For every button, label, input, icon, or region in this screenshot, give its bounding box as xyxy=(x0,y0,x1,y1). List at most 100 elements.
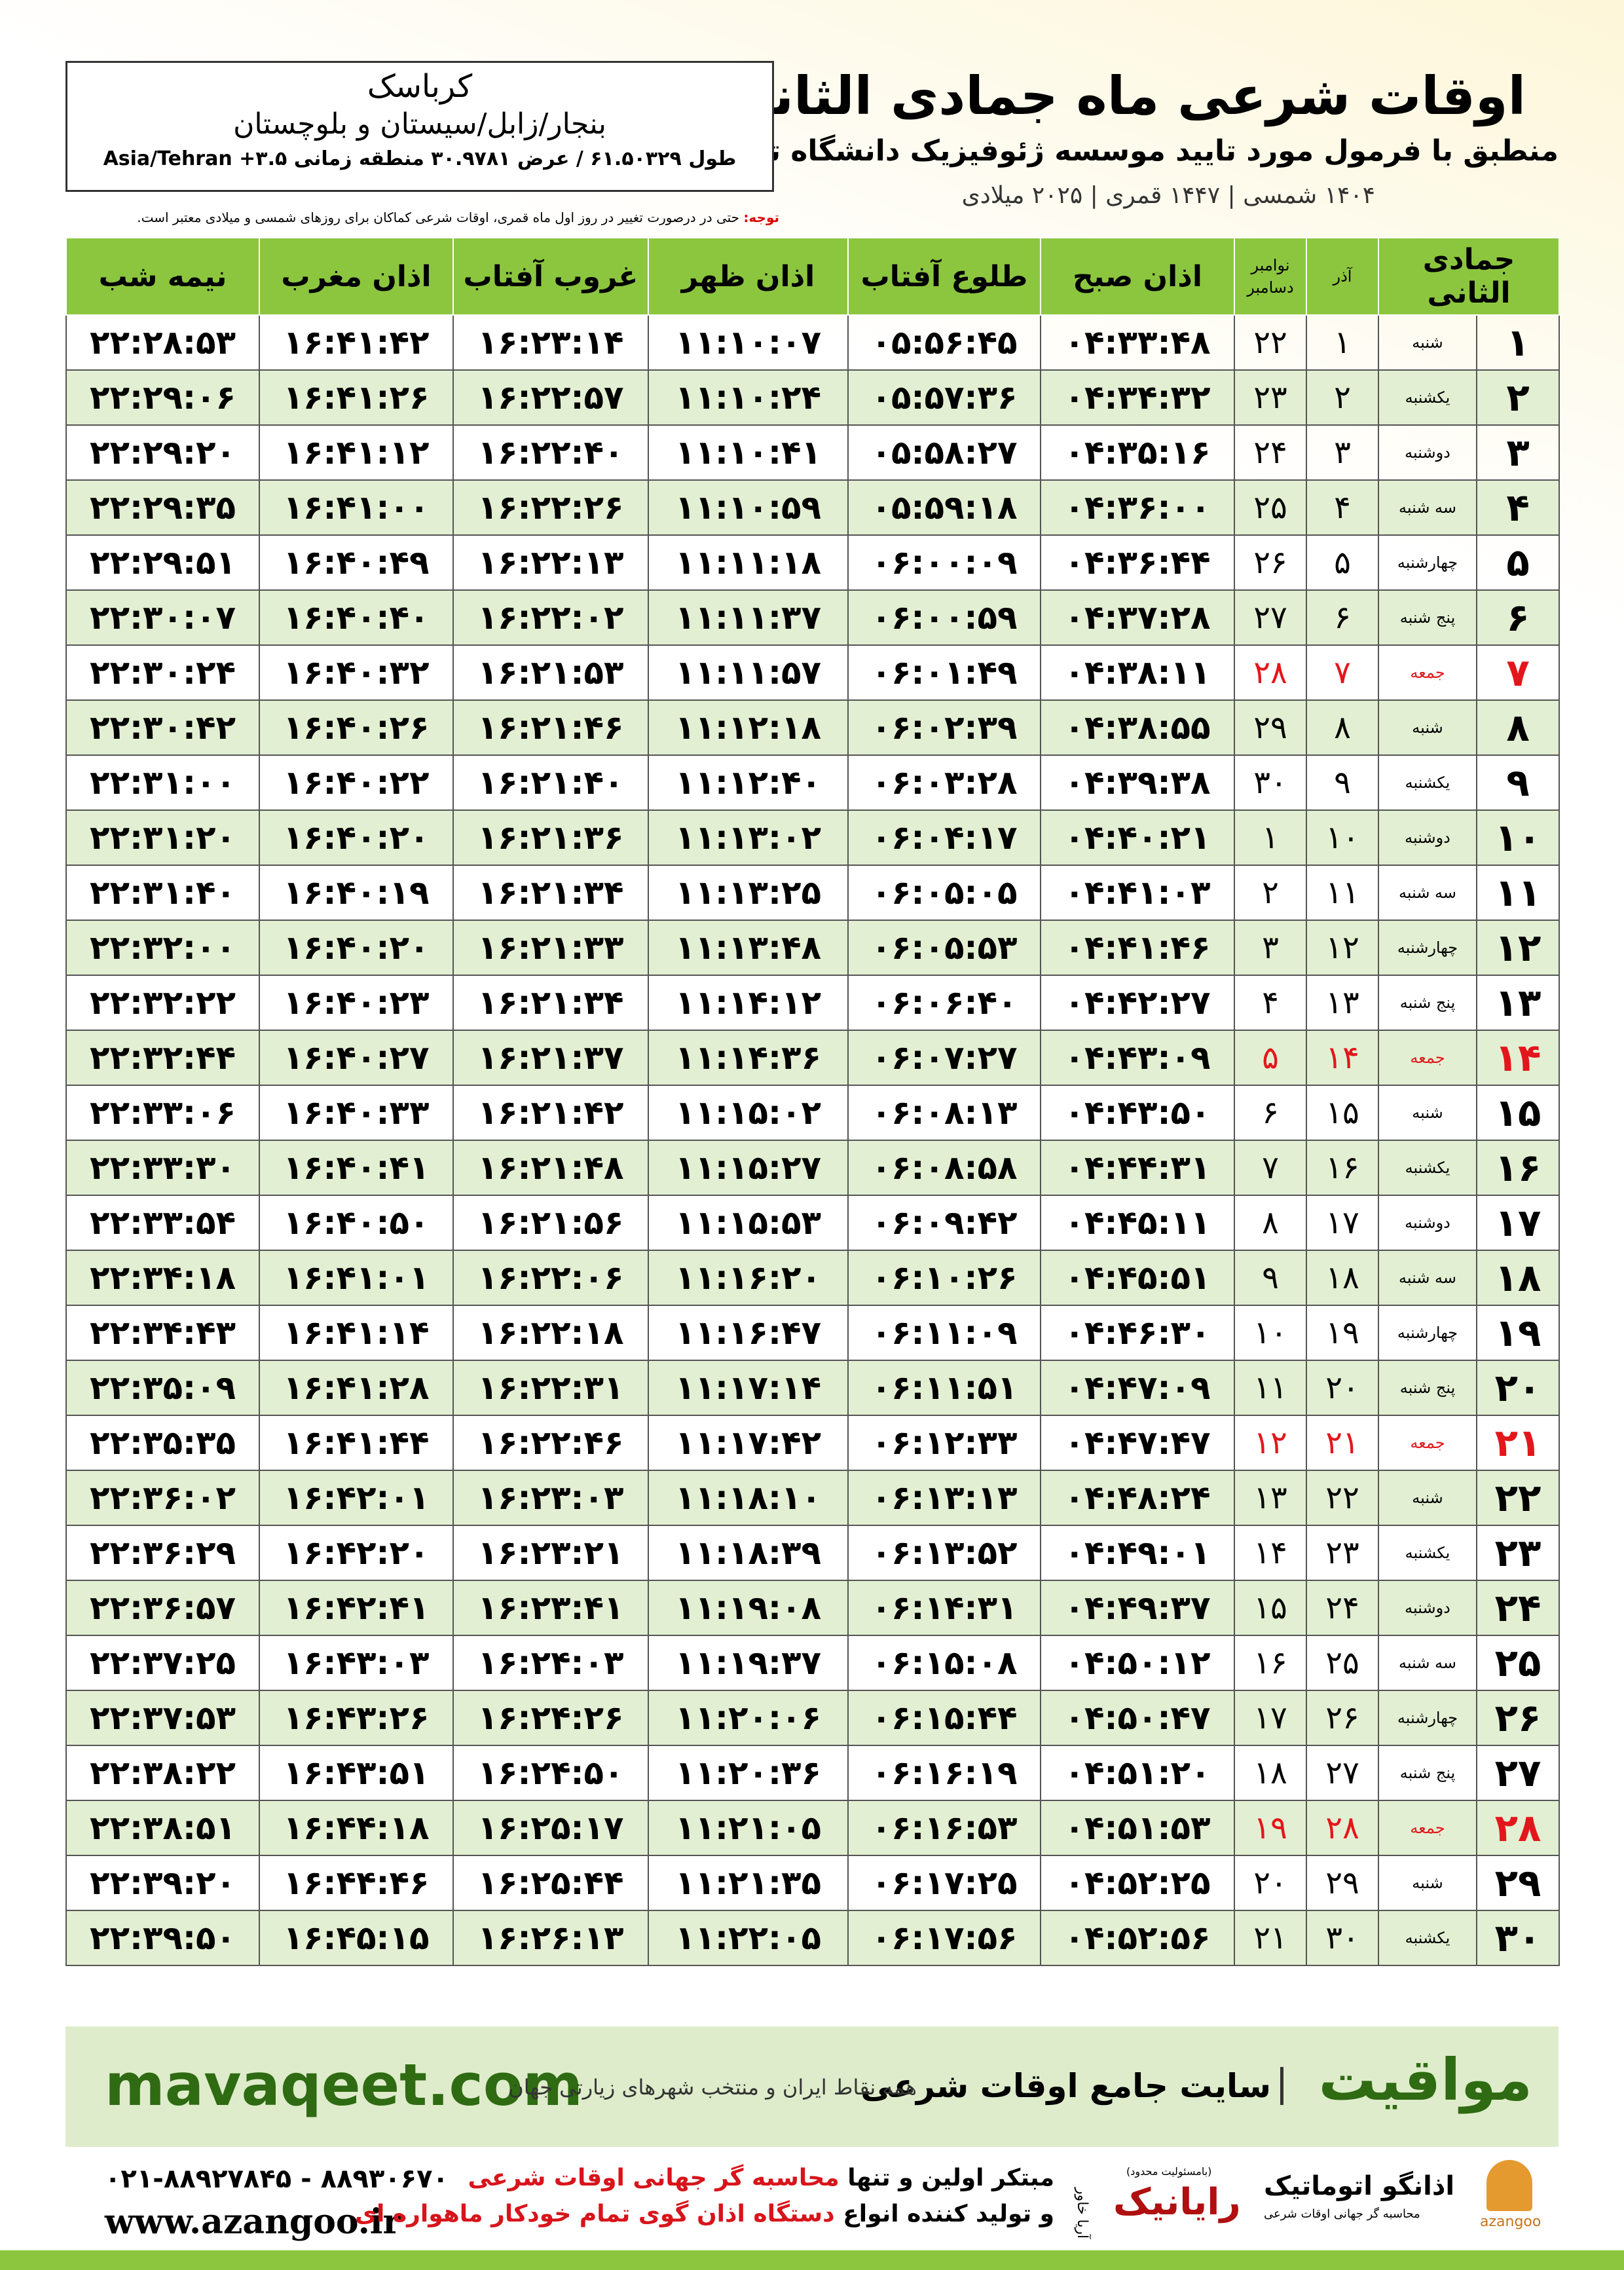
cell-time: ۱۱:۱۵:۰۲ xyxy=(648,1085,849,1141)
cell-time: ۰۶:۰۳:۲۸ xyxy=(847,754,1041,811)
cell-day: جمعه xyxy=(1377,1415,1478,1471)
cell-time: ۱۶:۲۱:۳۴ xyxy=(452,975,649,1031)
cell-day: دوشنبه xyxy=(1377,1580,1478,1636)
cell-time: ۰۶:۰۶:۴۰ xyxy=(847,975,1041,1031)
cell-day: چهارشنبه xyxy=(1377,1690,1478,1746)
cell-num: ۲۴ xyxy=(1306,1580,1379,1636)
cell-hijri: ۲۸ xyxy=(1476,1800,1560,1856)
cell-num: ۱۷ xyxy=(1234,1690,1307,1746)
cell-day: دوشنبه xyxy=(1377,1195,1478,1251)
cell-num: ۶ xyxy=(1234,1085,1307,1141)
cell-day: یکشنبه xyxy=(1377,369,1478,426)
cell-time: ۱۶:۴۰:۴۹ xyxy=(259,534,454,591)
cell-time: ۱۱:۲۰:۰۶ xyxy=(648,1690,849,1746)
logo-azangoo: اذانگو اتوماتیک xyxy=(1264,2171,1455,2201)
cell-time: ۱۶:۲۱:۵۳ xyxy=(452,644,649,701)
cell-time: ۰۶:۰۰:۰۹ xyxy=(847,534,1041,591)
cell-num: ۱۹ xyxy=(1306,1305,1379,1361)
cell-time: ۲۲:۲۸:۵۳ xyxy=(65,314,260,371)
cell-time: ۱۱:۱۳:۴۸ xyxy=(648,920,849,976)
cell-time: ۱۶:۲۳:۰۳ xyxy=(452,1470,649,1526)
cell-time: ۰۶:۰۴:۱۷ xyxy=(847,809,1041,866)
cell-day: جمعه xyxy=(1377,1800,1478,1856)
cell-time: ۰۶:۰۰:۵۹ xyxy=(847,589,1041,646)
cell-hijri: ۲۳ xyxy=(1476,1525,1560,1581)
cell-time: ۱۶:۲۱:۴۸ xyxy=(452,1140,649,1196)
cell-time: ۰۶:۱۷:۵۶ xyxy=(847,1910,1041,1966)
column-header: نوامبر دسامبر xyxy=(1234,237,1307,316)
cell-num: ۱۲ xyxy=(1234,1415,1307,1471)
cell-time: ۲۲:۳۲:۰۰ xyxy=(65,920,260,976)
cell-time: ۰۶:۱۷:۲۵ xyxy=(847,1855,1041,1911)
cell-time: ۱۱:۱۷:۴۲ xyxy=(648,1415,849,1471)
cell-day: جمعه xyxy=(1377,1030,1478,1086)
table-row: ۲۷ پنج شنبه ۲۷ ۱۸ ۰۴:۵۱:۲۰ ۰۶:۱۶:۱۹ ۱۱:۲۰:۳۶ ۱۶… xyxy=(65,1745,1560,1801)
table-row: ۲۰ پنج شنبه ۲۰ ۱۱ ۰۴:۴۷:۰۹ ۰۶:۱۱:۵۱ ۱۱:۱۷:۱۴ ۱۶… xyxy=(65,1360,1560,1416)
cell-time: ۱۶:۴۴:۱۸ xyxy=(259,1800,454,1856)
cell-time: ۰۴:۵۰:۱۲ xyxy=(1040,1635,1235,1691)
footer-band: mavaqeet.com مواقیت سایت جامع اوقات شرعی… xyxy=(65,2026,1559,2147)
cell-time: ۰۴:۴۰:۲۱ xyxy=(1040,809,1235,866)
cell-num: ۲۶ xyxy=(1234,534,1307,591)
cell-time: ۱۶:۲۲:۰۶ xyxy=(452,1250,649,1306)
cell-time: ۱۱:۲۲:۰۵ xyxy=(648,1910,849,1966)
cell-num: ۲۵ xyxy=(1306,1635,1379,1691)
cell-time: ۱۶:۲۲:۳۱ xyxy=(452,1360,649,1416)
cell-hijri: ۴ xyxy=(1476,479,1560,536)
cell-time: ۱۶:۲۱:۳۳ xyxy=(452,920,649,976)
cell-time: ۱۶:۲۱:۵۶ xyxy=(452,1195,649,1251)
cell-time: ۰۴:۴۱:۰۳ xyxy=(1040,865,1235,921)
cell-time: ۱۶:۴۰:۳۳ xyxy=(259,1085,454,1141)
promo-highlight: دستگاه اذان گوی تمام خودکار ماهواره ای xyxy=(355,2201,835,2227)
cell-time: ۰۴:۳۶:۰۰ xyxy=(1040,479,1235,536)
cell-time: ۲۲:۳۲:۴۴ xyxy=(65,1030,260,1086)
cell-time: ۰۴:۴۲:۲۷ xyxy=(1040,975,1235,1031)
cell-time: ۰۴:۴۷:۰۹ xyxy=(1040,1360,1235,1416)
cell-hijri: ۱۴ xyxy=(1476,1030,1560,1086)
table-row: ۲۴ دوشنبه ۲۴ ۱۵ ۰۴:۴۹:۳۷ ۰۶:۱۴:۳۱ ۱۱:۱۹:۰۸ ۱۶:۲… xyxy=(65,1580,1560,1636)
cell-num: ۲۳ xyxy=(1306,1525,1379,1581)
web-url[interactable]: www.azangoo.ir xyxy=(105,2202,401,2242)
cell-time: ۲۲:۳۴:۱۸ xyxy=(65,1250,260,1306)
cell-time: ۱۶:۴۱:۲۸ xyxy=(259,1360,454,1416)
cell-time: ۰۶:۰۱:۴۹ xyxy=(847,644,1041,701)
cell-num: ۱۸ xyxy=(1234,1745,1307,1801)
cell-time: ۲۲:۳۹:۲۰ xyxy=(65,1855,260,1911)
cell-num: ۱۶ xyxy=(1234,1635,1307,1691)
table-row: ۱۹ چهارشنبه ۱۹ ۱۰ ۰۴:۴۶:۳۰ ۰۶:۱۱:۰۹ ۱۱:۱۶:۴۷ ۱۶… xyxy=(65,1305,1560,1361)
cell-time: ۱۶:۴۰:۲۰ xyxy=(259,920,454,976)
note-text: حتی در درصورت تغییر در روز اول ماه قمری،… xyxy=(137,210,740,225)
table-row: ۲ یکشنبه ۲ ۲۳ ۰۴:۳۴:۳۲ ۰۵:۵۷:۳۶ ۱۱:۱۰:۲۴ ۱۶:۲۲:… xyxy=(65,369,1560,426)
cell-time: ۰۴:۳۹:۳۸ xyxy=(1040,754,1235,811)
cell-time: ۰۴:۴۹:۰۱ xyxy=(1040,1525,1235,1581)
phones: ۰۲۱-۸۸۹۲۷۸۴۵ - ۸۸۹۳۰۶۷۰ xyxy=(105,2164,449,2194)
cell-time: ۰۶:۰۸:۵۸ xyxy=(847,1140,1041,1196)
cell-time: ۱۶:۲۲:۱۸ xyxy=(452,1305,649,1361)
cell-time: ۲۲:۳۹:۵۰ xyxy=(65,1910,260,1966)
cell-hijri: ۸ xyxy=(1476,699,1560,756)
cell-num: ۲۷ xyxy=(1306,1745,1379,1801)
cell-hijri: ۳۰ xyxy=(1476,1910,1560,1966)
cell-num: ۹ xyxy=(1306,754,1379,811)
site-url[interactable]: mavaqeet.com xyxy=(105,2051,583,2119)
cell-time: ۱۶:۴۲:۲۰ xyxy=(259,1525,454,1581)
cell-time: ۰۴:۴۵:۱۱ xyxy=(1040,1195,1235,1251)
cell-time: ۱۱:۱۸:۳۹ xyxy=(648,1525,849,1581)
cell-day: شنبه xyxy=(1377,1470,1478,1526)
promo-text: مبتکر اولین و تنها xyxy=(847,2165,1054,2191)
cell-hijri: ۱۱ xyxy=(1476,865,1560,921)
cell-time: ۱۶:۴۰:۲۷ xyxy=(259,1030,454,1086)
cell-time: ۱۱:۱۰:۵۹ xyxy=(648,479,849,536)
cell-num: ۱ xyxy=(1306,314,1379,371)
cell-day: چهارشنبه xyxy=(1377,920,1478,976)
cell-num: ۱۵ xyxy=(1234,1580,1307,1636)
table-row: ۲۲ شنبه ۲۲ ۱۳ ۰۴:۴۸:۲۴ ۰۶:۱۳:۱۳ ۱۱:۱۸:۱۰ ۱۶:۲۳:… xyxy=(65,1470,1560,1526)
cell-time: ۱۱:۱۵:۲۷ xyxy=(648,1140,849,1196)
cell-day: یکشنبه xyxy=(1377,1525,1478,1581)
cell-time: ۱۶:۴۰:۲۰ xyxy=(259,809,454,866)
cell-time: ۰۶:۱۳:۵۲ xyxy=(847,1525,1041,1581)
cell-time: ۱۱:۱۳:۰۲ xyxy=(648,809,849,866)
table-row: ۱۳ پنج شنبه ۱۳ ۴ ۰۴:۴۲:۲۷ ۰۶:۰۶:۴۰ ۱۱:۱۴:۱۲ ۱۶:… xyxy=(65,975,1560,1031)
logo-azangoo-sub: محاسبه گر جهانی اوقات شرعی xyxy=(1264,2207,1420,2221)
scope: همه نقاط ایران و منتخب شهرهای زیارتی جها… xyxy=(508,2075,917,2100)
